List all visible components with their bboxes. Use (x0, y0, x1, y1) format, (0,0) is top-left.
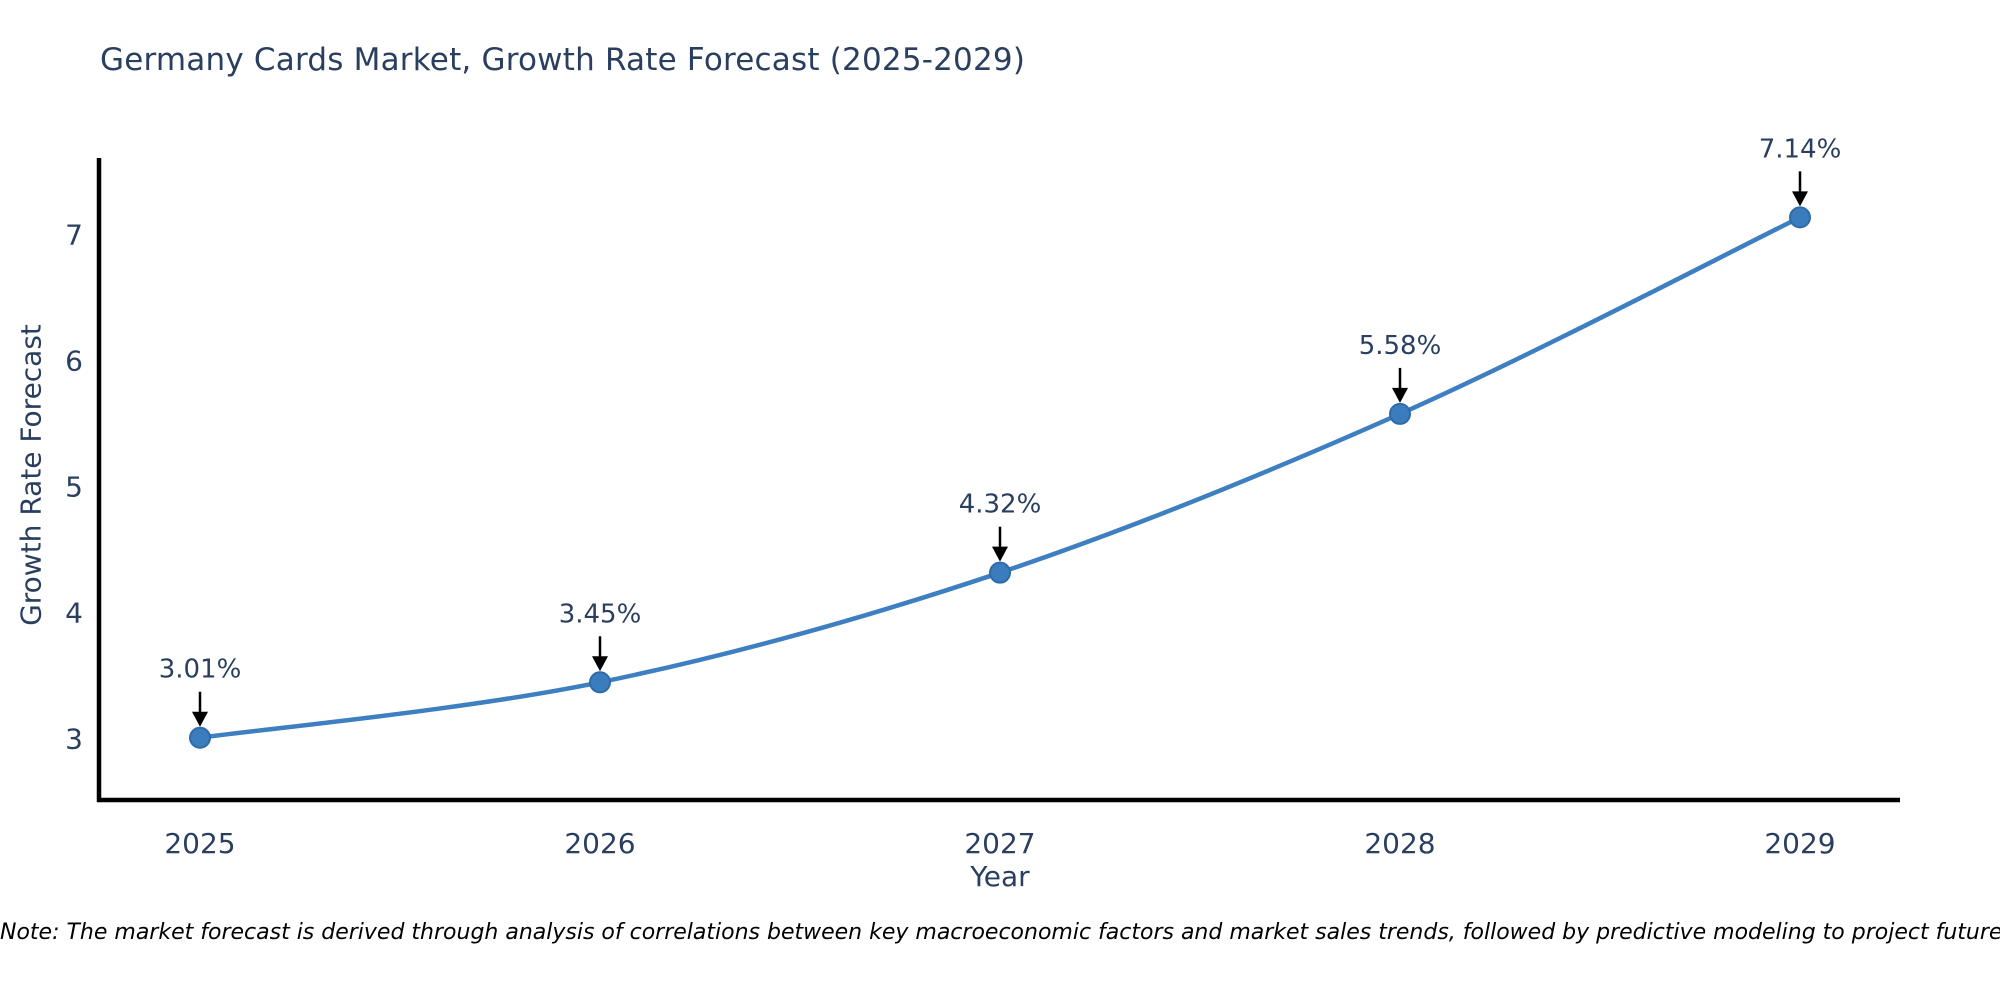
x-tick-label: 2026 (564, 827, 635, 860)
data-point (589, 671, 611, 694)
y-tick-label: 5 (65, 471, 83, 504)
x-tick-label: 2028 (1364, 827, 1435, 860)
footnote: Note: The market forecast is derived thr… (0, 920, 2000, 945)
chart-title: Germany Cards Market, Growth Rate Foreca… (100, 42, 1026, 78)
x-tick-label: 2029 (1764, 827, 1835, 860)
forecast-line (197, 215, 1803, 740)
annotation-arrowhead (1392, 387, 1408, 403)
annotation-arrowhead (592, 656, 608, 672)
data-point (1389, 402, 1411, 425)
data-point (989, 561, 1011, 584)
y-tick-label: 6 (65, 345, 83, 378)
point-annotation: 3.45% (559, 599, 642, 629)
x-axis-title: Year (970, 860, 1030, 893)
annotation-arrowhead (992, 546, 1008, 562)
point-annotation: 4.32% (959, 490, 1042, 520)
y-tick-label: 4 (65, 597, 83, 630)
annotation-arrowhead (192, 711, 208, 727)
y-tick-label: 7 (65, 219, 83, 252)
x-tick-label: 2025 (164, 827, 235, 860)
x-tick-label: 2027 (964, 827, 1035, 860)
point-annotation: 3.01% (159, 655, 242, 685)
point-annotation: 7.14% (1759, 134, 1842, 164)
y-tick-label: 3 (65, 723, 83, 756)
data-point (189, 726, 211, 749)
annotation-arrowhead (1792, 191, 1808, 207)
y-axis-title: Growth Rate Forecast (14, 324, 48, 626)
data-point (1789, 206, 1811, 229)
point-annotation: 5.58% (1359, 331, 1442, 361)
